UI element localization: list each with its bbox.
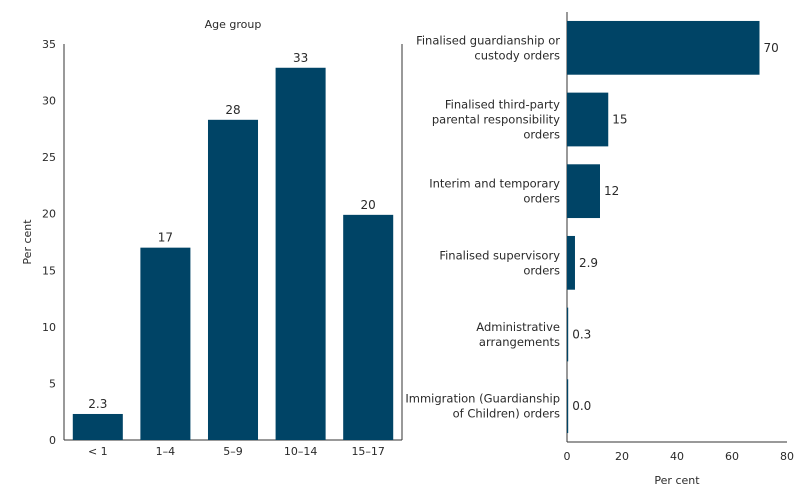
bar (567, 379, 569, 434)
y-category-label: orders (523, 192, 560, 206)
bar-value-label: 33 (293, 51, 308, 65)
bar-value-label: 0.3 (572, 328, 591, 342)
bar (275, 67, 326, 440)
bar-value-label: 0.0 (572, 399, 591, 413)
bar-value-label: 70 (764, 41, 779, 55)
bar (343, 214, 394, 440)
y-tick-label: 10 (42, 321, 56, 334)
bar-value-label: 15 (612, 113, 627, 127)
y-category-label: Immigration (Guardianship (405, 392, 560, 406)
bar-value-label: 17 (158, 231, 173, 245)
y-tick-label: 15 (42, 264, 56, 277)
y-category-label: orders (523, 128, 560, 142)
x-tick-label: 0 (564, 450, 571, 463)
x-tick-label: 5–9 (223, 445, 243, 458)
y-category-label: Administrative (476, 320, 560, 334)
bar-value-label: 2.3 (88, 397, 107, 411)
x-tick-label: 40 (670, 450, 684, 463)
chart-title: Age group (205, 18, 262, 31)
y-tick-label: 0 (49, 434, 56, 447)
y-tick-label: 20 (42, 208, 56, 221)
x-axis-label: Per cent (654, 474, 700, 487)
y-category-label: custody orders (474, 48, 560, 62)
bar (567, 92, 609, 147)
bar (567, 20, 760, 75)
bar-value-label: 28 (225, 103, 240, 117)
y-category-label: Finalised guardianship or (416, 33, 560, 47)
y-tick-label: 25 (42, 151, 56, 164)
x-tick-label: 60 (725, 450, 739, 463)
y-category-label: of Children) orders (453, 407, 560, 421)
y-category-label: Finalised supervisory (439, 248, 560, 262)
x-tick-label: 20 (615, 450, 629, 463)
x-tick-label: 10–14 (284, 445, 318, 458)
y-category-label: arrangements (479, 335, 560, 349)
bar-value-label: 12 (604, 184, 619, 198)
bar (567, 235, 575, 290)
y-category-label: Interim and temporary (429, 177, 560, 191)
x-tick-label: 15–17 (351, 445, 385, 458)
y-category-label: parental responsibility (432, 113, 560, 127)
x-tick-label: 80 (780, 450, 794, 463)
x-tick-label: 1–4 (156, 445, 176, 458)
bar (207, 119, 259, 440)
bar-value-label: 2.9 (579, 256, 598, 270)
order-type-bar-chart: 0 20 40 60 80 Per cent 70 Finalised guardianshi… (405, 12, 794, 487)
y-tick-label: 30 (42, 95, 56, 108)
bar (567, 164, 600, 219)
x-tick-label: < 1 (88, 445, 108, 458)
bar (140, 247, 191, 440)
y-tick-label: 35 (42, 38, 56, 51)
y-category-label: Finalised third-party (445, 98, 560, 112)
bar (567, 307, 569, 362)
y-axis-label: Per cent (21, 219, 34, 265)
bar (72, 413, 123, 440)
y-category-label: orders (523, 263, 560, 277)
bar-value-label: 20 (361, 198, 376, 212)
y-tick-label: 5 (49, 377, 56, 390)
age-group-bar-chart: Age group Per cent 0 5 10 15 20 25 30 35 2.3 < 1 17 1… (21, 18, 403, 458)
